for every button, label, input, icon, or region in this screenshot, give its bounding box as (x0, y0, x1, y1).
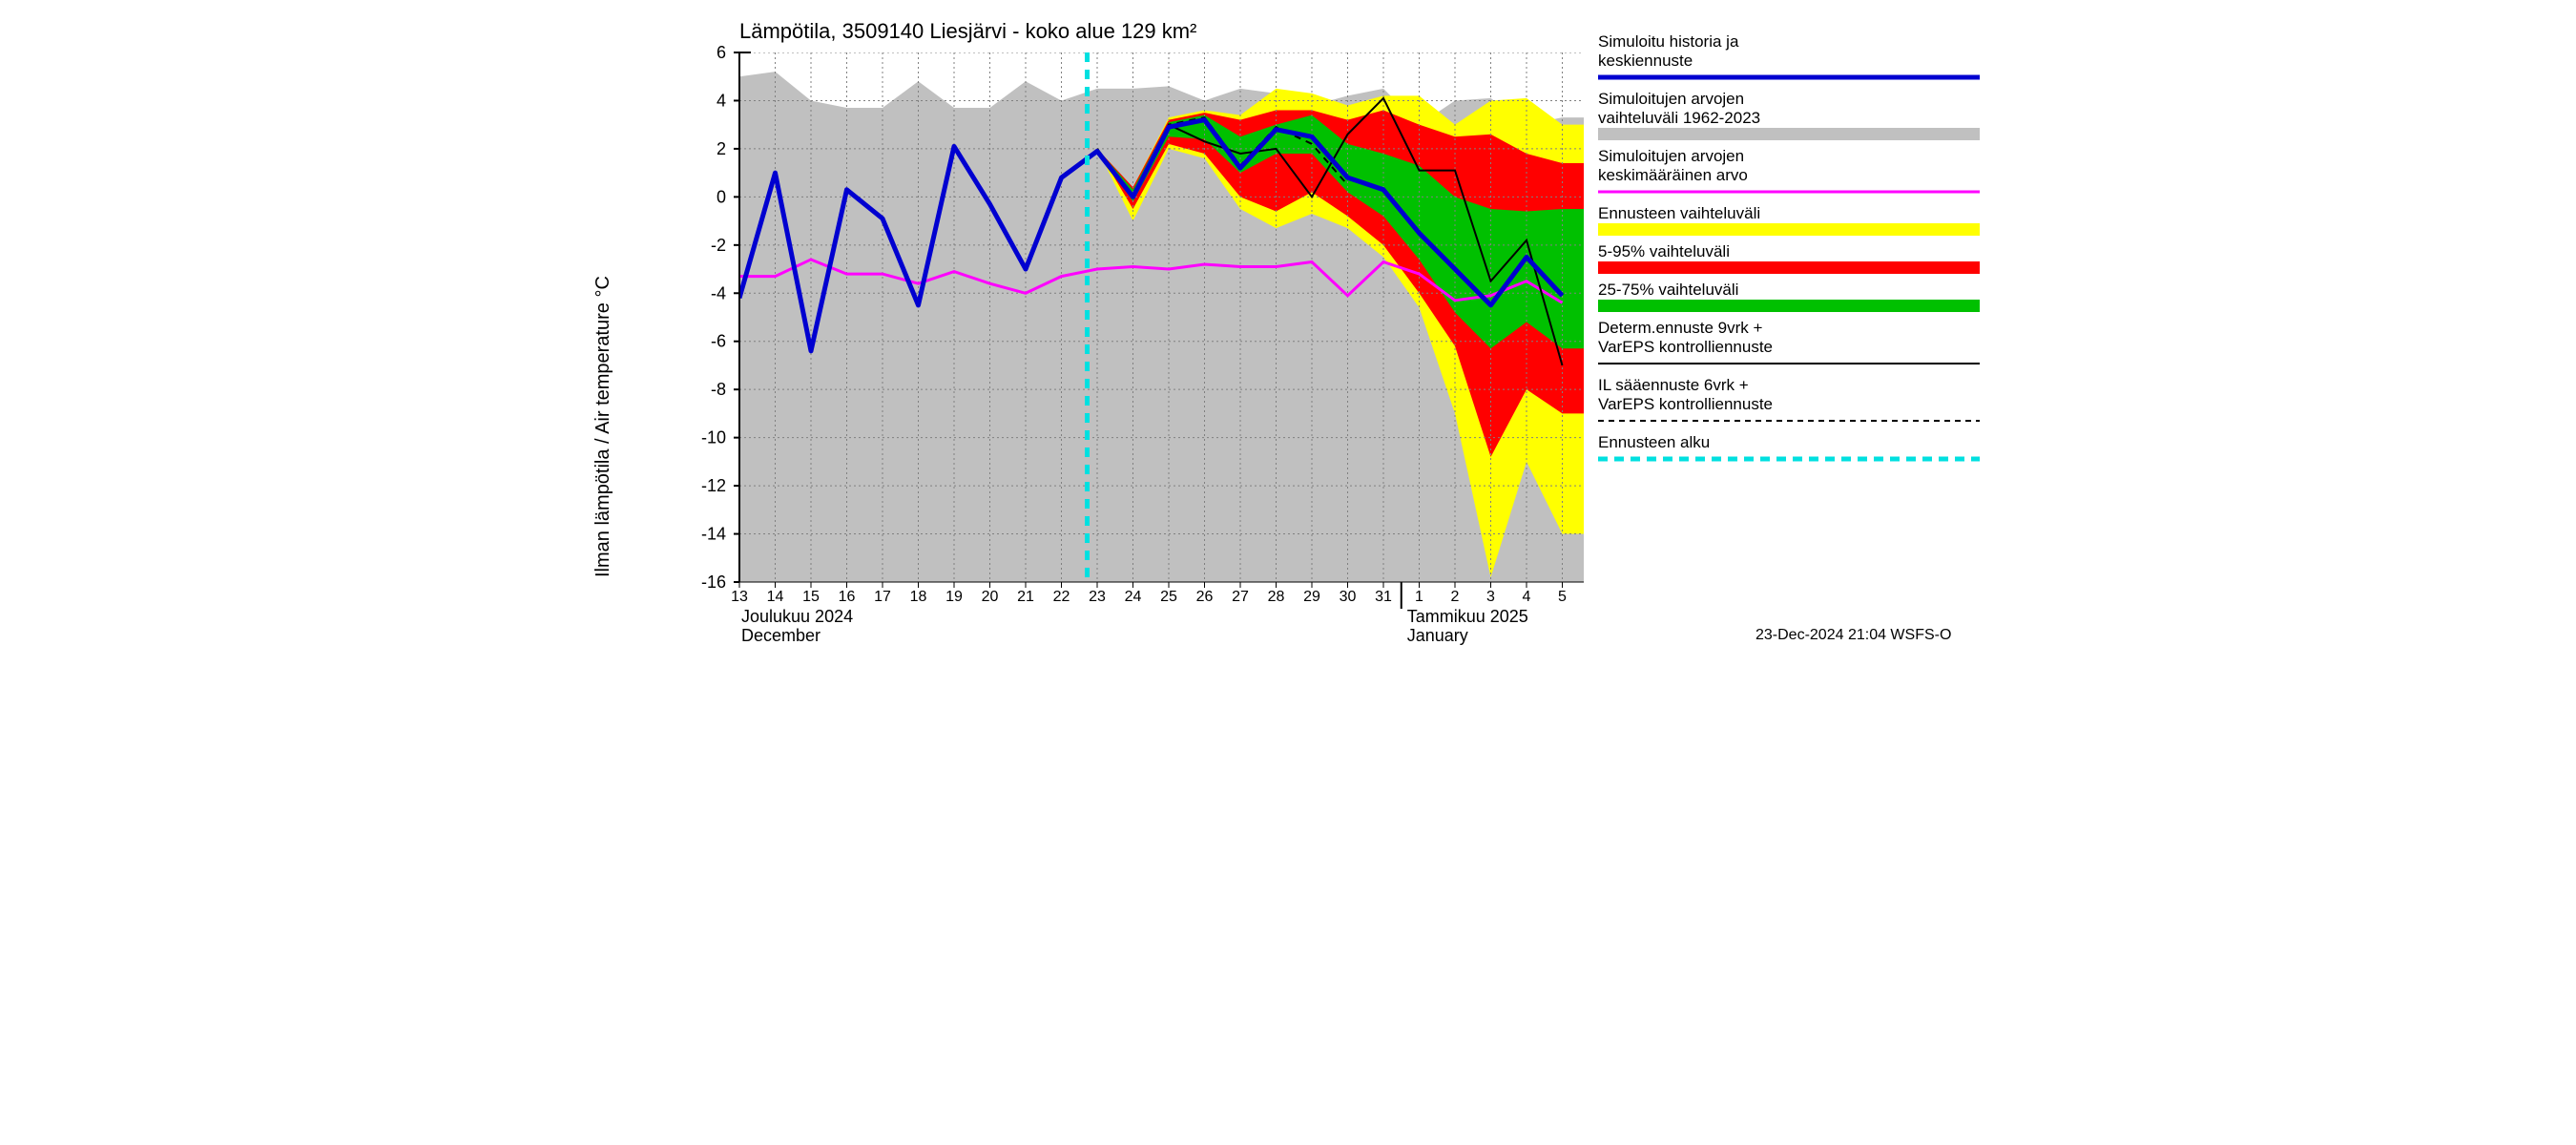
x-tick-label: 5 (1558, 589, 1567, 605)
x-tick-label: 21 (1017, 589, 1034, 605)
y-tick-label: -16 (701, 572, 726, 592)
legend: Simuloitu historia jakeskiennuste Simuloi… (1598, 32, 1980, 459)
x-tick-label: 29 (1303, 589, 1320, 605)
x-tick-label: 16 (839, 589, 856, 605)
x-tick-label: 27 (1232, 589, 1249, 605)
legend-label: Determ.ennuste 9vrk + (1598, 319, 1763, 337)
legend-label: VarEPS kontrolliennuste (1598, 395, 1773, 413)
legend-label: Ennusteen alku (1598, 433, 1710, 451)
y-tick-label: -10 (701, 428, 726, 448)
y-tick-label: 0 (717, 187, 726, 206)
legend-label: Simuloitujen arvojen (1598, 90, 1744, 108)
temperature-forecast-chart: 6420-2-4-6-8-10-12-14-161314151617181920… (572, 0, 2004, 658)
legend-label: Simuloitujen arvojen (1598, 147, 1744, 165)
legend-label: keskimääräinen arvo (1598, 166, 1748, 184)
x-tick-label: 18 (910, 589, 927, 605)
legend-swatch (1598, 223, 1980, 236)
x-tick-label: 25 (1160, 589, 1177, 605)
y-tick-label: -4 (711, 283, 726, 302)
x-tick-label: 15 (802, 589, 820, 605)
month-label: December (741, 626, 821, 645)
x-tick-label: 13 (731, 589, 748, 605)
x-tick-label: 26 (1196, 589, 1214, 605)
y-tick-label: 4 (717, 91, 726, 110)
x-tick-label: 14 (767, 589, 784, 605)
x-tick-label: 28 (1268, 589, 1285, 605)
legend-label: VarEPS kontrolliennuste (1598, 338, 1773, 356)
legend-label: 5-95% vaihteluväli (1598, 242, 1730, 260)
legend-swatch (1598, 300, 1980, 312)
y-tick-label: 2 (717, 139, 726, 158)
legend-label: 25-75% vaihteluväli (1598, 281, 1738, 299)
legend-swatch (1598, 261, 1980, 274)
y-tick-label: -8 (711, 380, 726, 399)
month-label: January (1407, 626, 1468, 645)
chart-title: Lämpötila, 3509140 Liesjärvi - koko alue… (739, 19, 1196, 43)
legend-label: IL sääennuste 6vrk + (1598, 376, 1749, 394)
footer-timestamp: 23-Dec-2024 21:04 WSFS-O (1755, 627, 1951, 643)
x-tick-label: 31 (1375, 589, 1392, 605)
legend-label: vaihteluväli 1962-2023 (1598, 109, 1760, 127)
legend-label: Simuloitu historia ja (1598, 32, 1739, 51)
y-tick-label: 6 (717, 43, 726, 62)
legend-label: keskiennuste (1598, 52, 1693, 70)
x-tick-label: 1 (1415, 589, 1423, 605)
x-tick-label: 30 (1340, 589, 1357, 605)
x-tick-label: 24 (1125, 589, 1142, 605)
month-label: Joulukuu 2024 (741, 607, 853, 626)
legend-label: Ennusteen vaihteluväli (1598, 204, 1760, 222)
x-tick-label: 2 (1451, 589, 1460, 605)
x-tick-label: 4 (1523, 589, 1531, 605)
y-tick-label: -12 (701, 476, 726, 495)
y-tick-label: -14 (701, 525, 726, 544)
x-tick-label: 17 (874, 589, 891, 605)
x-tick-label: 22 (1053, 589, 1070, 605)
x-tick-label: 19 (945, 589, 963, 605)
y-tick-label: -2 (711, 236, 726, 255)
y-axis-title: Ilman lämpötila / Air temperature °C (592, 276, 613, 577)
y-tick-label: -6 (711, 332, 726, 351)
x-tick-label: 3 (1486, 589, 1495, 605)
x-tick-label: 20 (982, 589, 999, 605)
month-label: Tammikuu 2025 (1407, 607, 1528, 626)
legend-swatch (1598, 128, 1980, 140)
x-tick-label: 23 (1089, 589, 1106, 605)
